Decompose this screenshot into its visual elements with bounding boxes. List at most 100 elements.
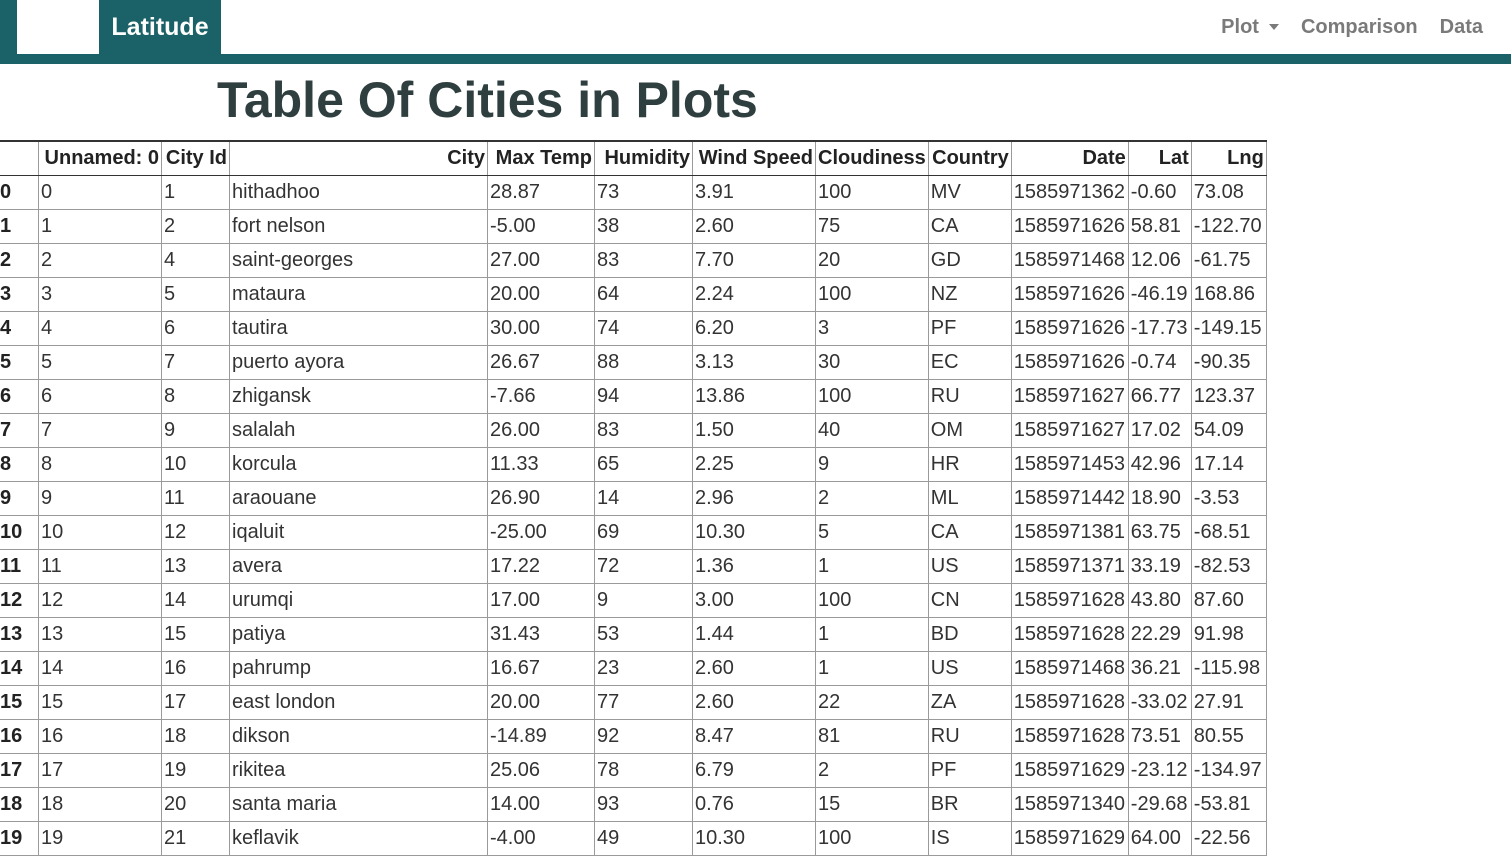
table-cell: 16: [161, 651, 230, 686]
nav-plot-dropdown[interactable]: Plot: [1221, 16, 1279, 39]
table-cell: 65: [594, 447, 693, 482]
table-cell: 40: [815, 413, 929, 448]
table-cell: 1585971340: [1010, 787, 1129, 822]
column-header-index: [0, 140, 39, 176]
table-cell: 5: [38, 345, 162, 380]
table-cell: 4: [161, 243, 230, 278]
table-cell: -46.19: [1127, 277, 1192, 312]
table-body: 0 0 1 hithadhoo 28.87 73 3.91 100 MV 1585971362 -0…: [0, 175, 1267, 856]
row-index-cell: 19: [0, 821, 39, 856]
table-row: 4 4 6 tautira 30.00 74 6.20 3 PF 1585971626 -17.73…: [0, 311, 1267, 346]
table-cell: dikson: [229, 719, 488, 754]
table-cell: 19: [38, 821, 162, 856]
table-cell: 14.00: [487, 787, 595, 822]
table-cell: 1585971442: [1010, 481, 1129, 516]
table-cell: 21: [161, 821, 230, 856]
nav-data-link[interactable]: Data: [1440, 16, 1483, 39]
table-cell: CA: [927, 209, 1012, 244]
top-navbar: Latitude Plot Comparison Data: [0, 0, 1511, 64]
table-cell: 100: [815, 277, 929, 312]
table-cell: 6.20: [692, 311, 816, 346]
table-cell: 1585971626: [1010, 277, 1129, 312]
table-cell: 5: [815, 515, 929, 550]
table-cell: -14.89: [487, 719, 595, 754]
table-cell: 14: [594, 481, 693, 516]
table-cell: 3: [38, 277, 162, 312]
table-cell: 100: [815, 175, 929, 210]
table-cell: 87.60: [1190, 583, 1267, 618]
table-cell: 2.60: [692, 651, 816, 686]
table-cell: 10.30: [692, 515, 816, 550]
row-index-cell: 2: [0, 243, 39, 278]
table-cell: 23: [594, 651, 693, 686]
table-cell: 8.47: [692, 719, 816, 754]
table-cell: urumqi: [229, 583, 488, 618]
table-row: 16 16 18 dikson -14.89 92 8.47 81 RU 1585971628 73…: [0, 719, 1267, 754]
table-cell: EC: [927, 345, 1012, 380]
table-cell: 11: [38, 549, 162, 584]
table-row: 7 7 9 salalah 26.00 83 1.50 40 OM 1585971627 17.02…: [0, 413, 1267, 448]
table-cell: OM: [927, 413, 1012, 448]
table-cell: 25.06: [487, 753, 595, 788]
table-cell: 18.90: [1127, 481, 1192, 516]
row-index-cell: 16: [0, 719, 39, 754]
row-index-cell: 0: [0, 175, 39, 210]
table-cell: 19: [161, 753, 230, 788]
table-cell: korcula: [229, 447, 488, 482]
table-cell: patiya: [229, 617, 488, 652]
table-cell: 2.60: [692, 209, 816, 244]
table-cell: 13: [38, 617, 162, 652]
table-cell: -122.70: [1190, 209, 1267, 244]
table-cell: 26.67: [487, 345, 595, 380]
table-cell: 66.77: [1127, 379, 1192, 414]
nav-comparison-link[interactable]: Comparison: [1301, 16, 1418, 39]
table-cell: 93: [594, 787, 693, 822]
table-cell: 53: [594, 617, 693, 652]
column-header: Unnamed: 0: [38, 140, 162, 176]
table-cell: RU: [927, 379, 1012, 414]
table-row: 17 17 19 rikitea 25.06 78 6.79 2 PF 1585971629 -23…: [0, 753, 1267, 788]
table-cell: 81: [815, 719, 929, 754]
table-cell: 18: [161, 719, 230, 754]
table-cell: 8: [161, 379, 230, 414]
brand-link[interactable]: Latitude: [99, 0, 221, 54]
table-cell: 2.25: [692, 447, 816, 482]
table-cell: MV: [927, 175, 1012, 210]
caret-down-icon: [1268, 24, 1279, 30]
row-index-cell: 9: [0, 481, 39, 516]
table-cell: 10.30: [692, 821, 816, 856]
table-cell: 1585971628: [1010, 685, 1129, 720]
table-cell: 73.51: [1127, 719, 1192, 754]
row-index-cell: 1: [0, 209, 39, 244]
row-index-cell: 13: [0, 617, 39, 652]
table-cell: 78: [594, 753, 693, 788]
table-cell: CA: [927, 515, 1012, 550]
table-cell: avera: [229, 549, 488, 584]
table-cell: 7: [161, 345, 230, 380]
table-row: 18 18 20 santa maria 14.00 93 0.76 15 BR 15859713…: [0, 787, 1267, 822]
table-cell: -3.53: [1190, 481, 1267, 516]
table-cell: BD: [927, 617, 1012, 652]
table-cell: 1585971626: [1010, 345, 1129, 380]
table-cell: 1585971629: [1010, 821, 1129, 856]
table-row: 3 3 5 mataura 20.00 64 2.24 100 NZ 1585971626 -46.…: [0, 277, 1267, 312]
table-cell: 11.33: [487, 447, 595, 482]
table-cell: 16: [38, 719, 162, 754]
table-cell: 2.96: [692, 481, 816, 516]
table-cell: 2.24: [692, 277, 816, 312]
column-header: Date: [1010, 140, 1129, 176]
column-header: Cloudiness: [815, 140, 929, 176]
table-cell: 9: [161, 413, 230, 448]
table-cell: 36.21: [1127, 651, 1192, 686]
table-cell: 14: [38, 651, 162, 686]
table-cell: -4.00: [487, 821, 595, 856]
table-cell: 54.09: [1190, 413, 1267, 448]
table-cell: 7: [38, 413, 162, 448]
table-cell: 49: [594, 821, 693, 856]
table-cell: -5.00: [487, 209, 595, 244]
table-cell: 3.91: [692, 175, 816, 210]
nav-links: Plot Comparison Data: [1221, 0, 1483, 54]
table-cell: 27.91: [1190, 685, 1267, 720]
table-row: 15 15 17 east london 20.00 77 2.60 22 ZA 15859716…: [0, 685, 1267, 720]
table-cell: 28.87: [487, 175, 595, 210]
